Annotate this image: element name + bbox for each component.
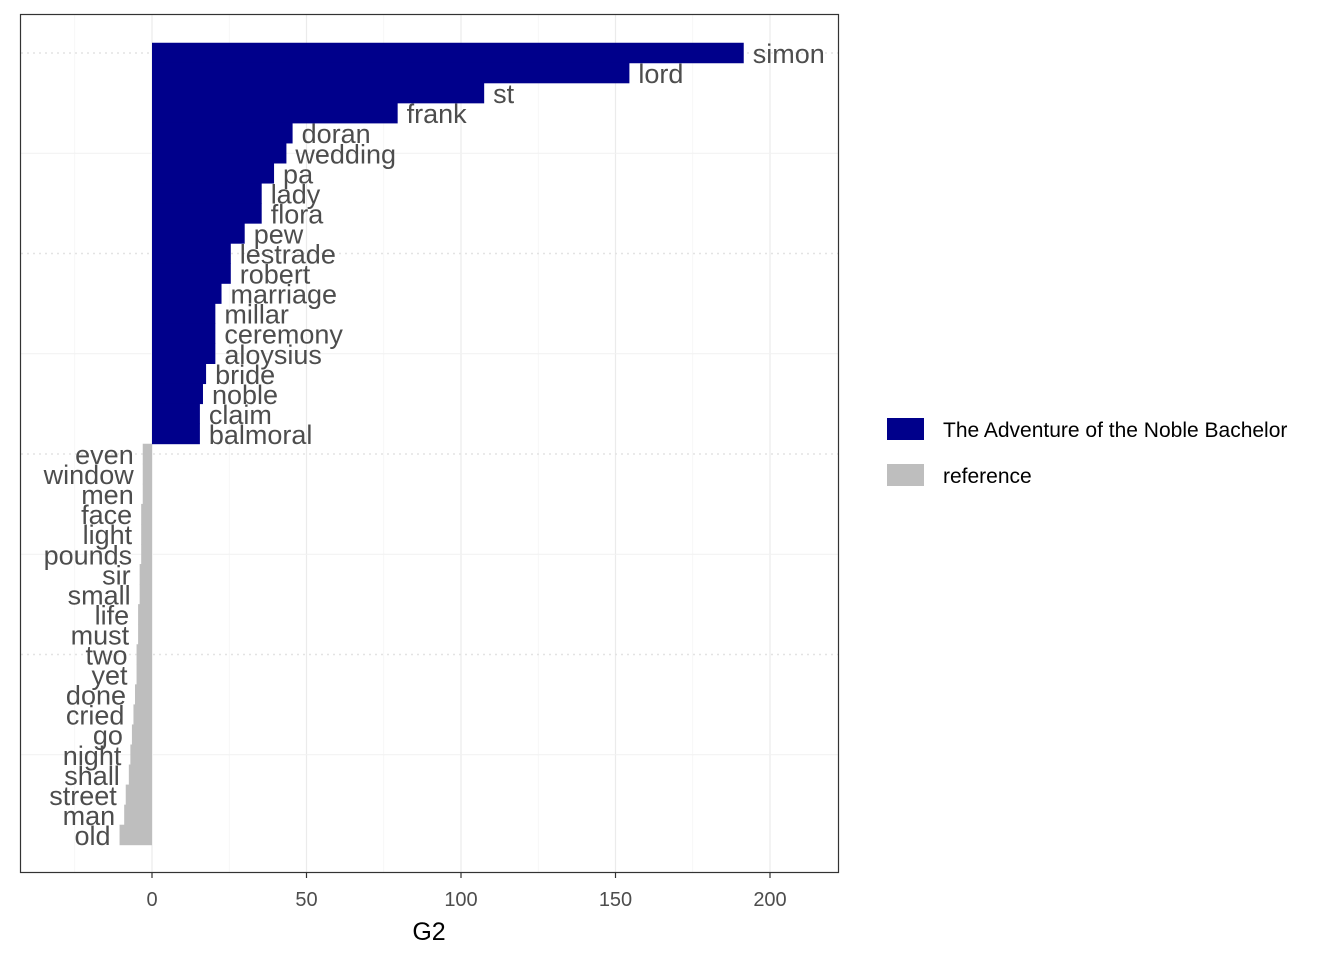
word-label: claim [209, 400, 272, 430]
x-axis-title: G2 [412, 918, 445, 946]
word-label: marriage [231, 280, 338, 310]
bar [139, 564, 152, 585]
word-label: light [83, 520, 133, 550]
bar [152, 223, 245, 244]
bar [152, 363, 207, 385]
bar [152, 82, 485, 104]
x-tick-label: 200 [753, 889, 786, 911]
x-axis: 0 50 100 150 200 [146, 873, 787, 911]
x-tick-label: 100 [444, 889, 477, 911]
word-label: night [63, 741, 122, 771]
bar [152, 383, 203, 405]
bar [125, 784, 152, 806]
bar [152, 203, 262, 224]
word-label: street [49, 781, 117, 811]
word-label: bride [215, 360, 275, 390]
bar [152, 323, 216, 344]
bar [136, 644, 152, 665]
word-label: shall [64, 761, 120, 791]
legend: The Adventure of the Noble Bachelor refer… [887, 418, 1287, 488]
bar [142, 463, 152, 485]
word-label: frank [407, 99, 468, 129]
bar [141, 503, 152, 525]
word-label-layer: simonlordstfrankdoranweddingpaladyflorap… [43, 39, 825, 851]
legend-label: The Adventure of the Noble Bachelor [943, 419, 1287, 442]
word-label: simon [753, 39, 825, 69]
word-label: doran [302, 119, 371, 149]
word-label: cried [66, 701, 125, 731]
bar [152, 42, 744, 64]
word-label: go [93, 721, 123, 751]
bar [152, 263, 231, 284]
word-label: small [68, 580, 131, 610]
bar [141, 544, 152, 565]
bar [152, 62, 630, 84]
bar [139, 584, 152, 605]
bar [152, 403, 200, 425]
word-label: life [95, 600, 130, 630]
bar [130, 744, 152, 765]
word-label: old [75, 821, 111, 851]
word-label: ceremony [224, 320, 343, 350]
word-label: millar [224, 300, 289, 330]
plot-panel-border [19, 13, 840, 874]
word-label: noble [212, 380, 278, 410]
word-label: robert [240, 260, 311, 290]
bar [133, 704, 152, 725]
word-label: even [75, 440, 134, 470]
word-label: balmoral [209, 420, 313, 450]
bar [128, 764, 152, 786]
bar [138, 624, 152, 645]
bar [152, 163, 275, 184]
word-label: flora [271, 199, 325, 229]
bar [152, 283, 222, 304]
legend-swatch [887, 418, 924, 440]
bar-layer [119, 42, 744, 846]
bar [142, 443, 152, 465]
word-label: wedding [294, 139, 396, 169]
word-label: st [493, 79, 515, 109]
word-label: men [81, 480, 134, 510]
bar [152, 423, 200, 445]
bar [152, 143, 287, 164]
bar [152, 243, 231, 264]
x-tick-label: 50 [295, 889, 317, 911]
bar [124, 804, 152, 826]
word-label: face [81, 500, 132, 530]
legend-swatch [887, 464, 924, 486]
word-label: aloysius [224, 340, 322, 370]
bar [138, 604, 152, 625]
x-tick-label: 150 [599, 889, 632, 911]
word-label: pounds [44, 540, 133, 570]
word-label: pa [283, 159, 314, 189]
bar [131, 724, 152, 745]
word-label: pew [254, 219, 304, 249]
word-label: two [86, 641, 128, 671]
legend-label: reference [943, 465, 1032, 488]
word-label: must [71, 620, 130, 650]
bar [141, 523, 152, 545]
bar [136, 664, 152, 685]
word-label: window [43, 460, 135, 490]
word-label: sir [102, 560, 131, 590]
bar [152, 343, 216, 364]
bar [152, 122, 293, 144]
word-label: lady [271, 179, 321, 209]
bar [152, 183, 262, 204]
x-tick-label: 0 [146, 889, 157, 911]
bar [119, 824, 152, 846]
word-label: lestrade [240, 240, 336, 270]
word-label: done [66, 681, 126, 711]
word-label: yet [92, 661, 129, 691]
bar [135, 684, 152, 705]
word-label: lord [638, 59, 683, 89]
bar [152, 303, 216, 324]
bar [142, 483, 152, 505]
bar [152, 102, 398, 124]
word-label: man [63, 801, 116, 831]
